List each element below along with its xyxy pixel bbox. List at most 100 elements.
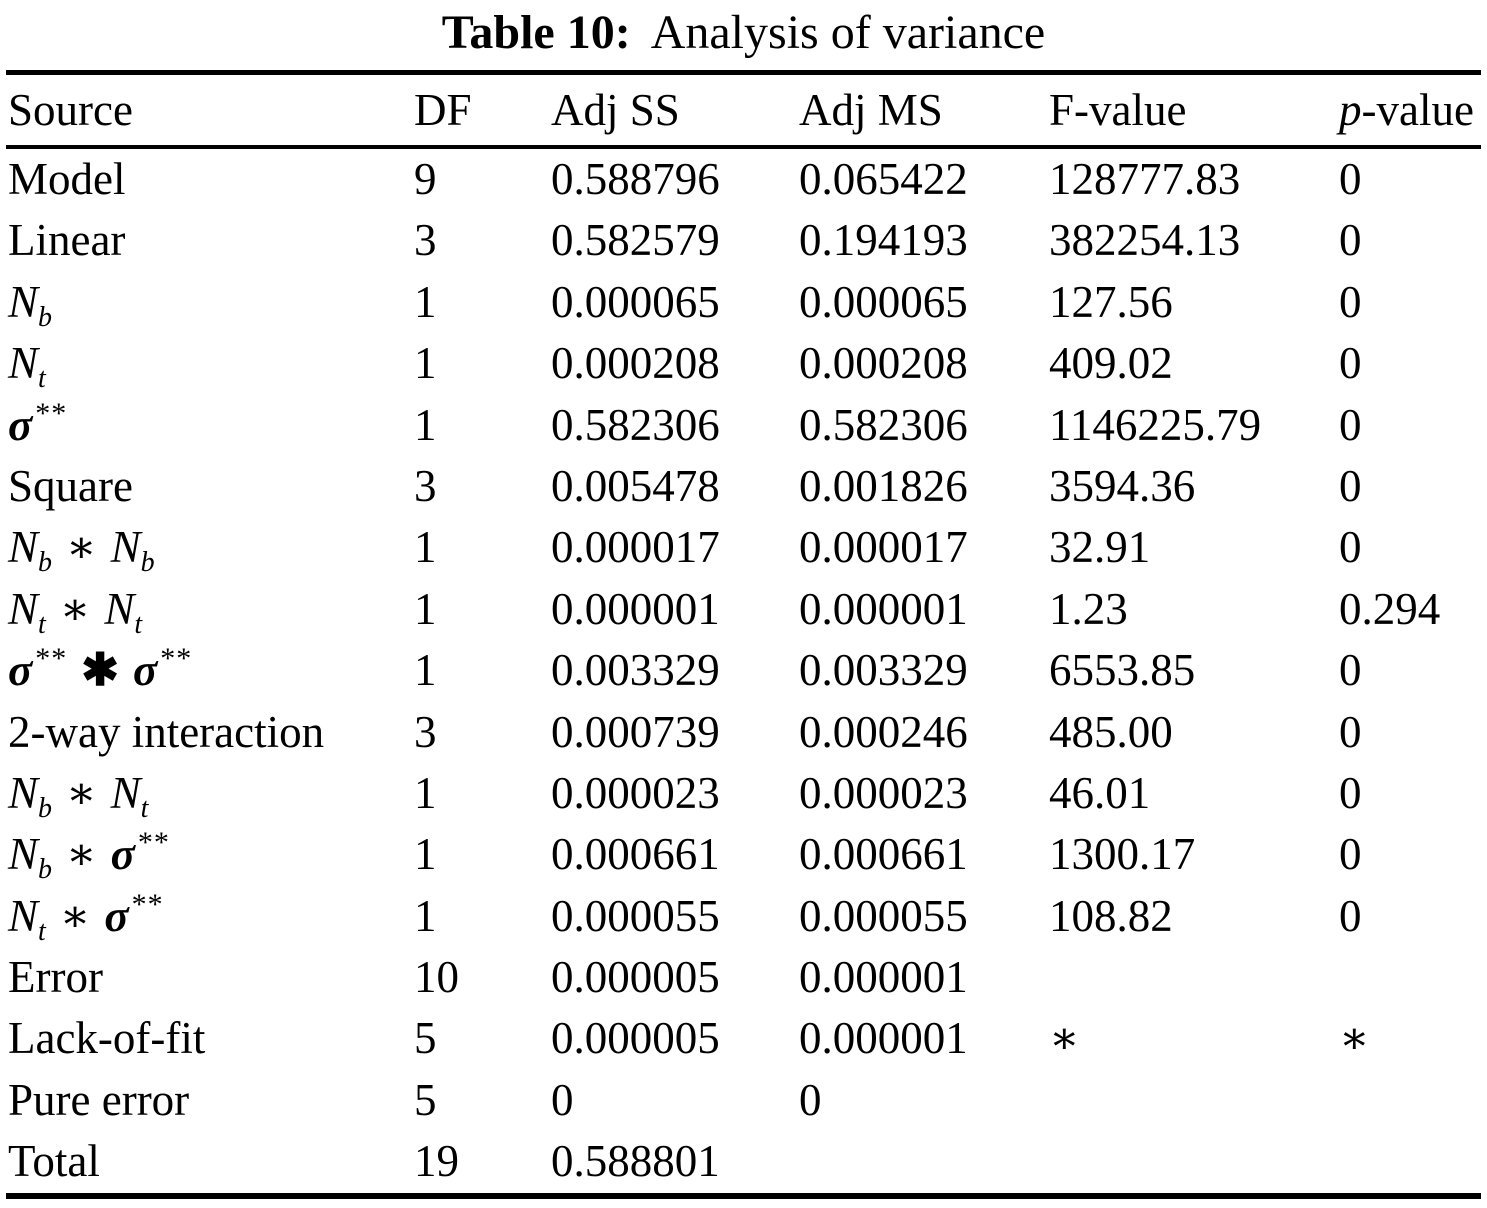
- cell-adj-ss: 0.000017: [551, 522, 720, 573]
- cell-source: 2-way interaction: [6, 702, 414, 763]
- cell-p-value: 0: [1339, 276, 1362, 327]
- table-row: 2-way interaction 3 0.000739 0.000246 485.00…: [6, 702, 1481, 763]
- cell-df: 10: [414, 952, 459, 1003]
- cell-adj-ss: 0.000005: [551, 1013, 720, 1064]
- token-t: Linear: [8, 215, 126, 266]
- cell-adj-ss: 0.000065: [551, 276, 720, 327]
- token-sub: b: [38, 792, 53, 824]
- token-opb: ✱: [81, 645, 119, 696]
- cell-adj-ss: 0.003329: [551, 645, 720, 696]
- table-row: Square 3 0.005478 0.001826 3594.36 0: [6, 456, 1481, 517]
- table-row: Nb ∗ Nb 1 0.000017 0.000017 32.91 0: [6, 517, 1481, 578]
- cell-adj-ms: 0.000208: [799, 338, 968, 389]
- token-t: 2-way interaction: [8, 706, 325, 757]
- table-caption: Table 10: Analysis of variance: [0, 0, 1487, 70]
- cell-source: Pure error: [6, 1070, 414, 1131]
- cell-p-value: 0.294: [1339, 583, 1441, 634]
- token-sub: b: [38, 301, 53, 333]
- token-vb: σ: [104, 890, 129, 941]
- cell-df: 1: [414, 645, 437, 696]
- cell-adj-ss: 0.005478: [551, 460, 720, 511]
- token-t: Model: [8, 154, 126, 204]
- cell-adj-ss: 0.588801: [551, 1136, 720, 1187]
- cell-p-value: 0: [1339, 460, 1362, 511]
- cell-p-value: [1339, 1131, 1481, 1192]
- cell-df: 1: [414, 890, 437, 941]
- cell-p-value: 0: [1339, 338, 1362, 389]
- cell-source: Linear: [6, 210, 414, 271]
- cell-adj-ms: 0.000017: [799, 522, 968, 573]
- token-t: Source: [8, 85, 133, 135]
- table-row: σ ** 1 0.582306 0.582306 1146225.79 0: [6, 395, 1481, 456]
- cell-f-value: 127.56: [1049, 276, 1173, 327]
- cell-f-value: 128777.83: [1049, 154, 1241, 204]
- cell-adj-ms: 0.001826: [799, 460, 968, 511]
- cell-adj-ms: 0.000065: [799, 276, 968, 327]
- token-sub: t: [38, 608, 46, 640]
- cell-df: 1: [414, 522, 437, 573]
- table-row: Nt ∗ σ ** 1 0.000055 0.000055 108.82 0: [6, 886, 1481, 947]
- cell-adj-ms: 0.194193: [799, 215, 968, 266]
- token-sub: b: [38, 547, 53, 579]
- cell-source: Nb ∗ σ **: [6, 824, 414, 885]
- token-v: N: [110, 522, 141, 573]
- cell-adj-ss: 0.000005: [551, 952, 720, 1003]
- table-row: Nb ∗ σ ** 1 0.000661 0.000661 1300.17 0: [6, 824, 1481, 885]
- cell-f-value: 6553.85: [1049, 645, 1196, 696]
- header-df: DF: [414, 75, 551, 145]
- cell-f-value: 3594.36: [1049, 460, 1196, 511]
- cell-adj-ss: 0.582306: [551, 399, 720, 450]
- cell-f-value: 1300.17: [1049, 829, 1196, 880]
- token-v: N: [8, 583, 39, 634]
- cell-adj-ss: 0.000055: [551, 890, 720, 941]
- cell-adj-ms: [799, 1131, 1049, 1192]
- token-sub: t: [134, 608, 143, 640]
- cell-f-value: 382254.13: [1049, 215, 1241, 266]
- cell-adj-ss: 0: [551, 1074, 574, 1125]
- token-vb: σ: [110, 829, 135, 880]
- token-t: -value: [1361, 85, 1474, 135]
- token-v: N: [8, 767, 39, 818]
- cell-f-value: [1049, 947, 1339, 1008]
- cell-source: Lack-of-fit: [6, 1008, 414, 1069]
- header-source: Source: [6, 75, 414, 145]
- token-sub: t: [140, 792, 149, 824]
- cell-adj-ms: 0.000001: [799, 952, 968, 1003]
- token-v: N: [8, 522, 39, 573]
- cell-p-value: 0: [1339, 154, 1362, 204]
- cell-f-value: [1049, 1131, 1339, 1192]
- header-adj-ms: Adj MS: [799, 75, 1049, 145]
- cell-df: 1: [414, 767, 437, 818]
- token-v: N: [8, 338, 39, 389]
- token-op: ∗: [59, 583, 91, 634]
- header-adj-ss: Adj SS: [551, 75, 799, 145]
- cell-f-value: 46.01: [1049, 767, 1151, 818]
- table-row: Nb ∗ Nt 1 0.000023 0.000023 46.01 0: [6, 763, 1481, 824]
- anova-table: Source DF Adj SS Adj MS F-value p-value Model…: [6, 70, 1481, 1199]
- token-v: N: [104, 583, 135, 634]
- cell-source: Nt ∗ σ **: [6, 886, 414, 947]
- cell-p-value: 0: [1339, 890, 1362, 941]
- token-t: Square: [8, 460, 133, 511]
- cell-adj-ms: 0.000246: [799, 706, 968, 757]
- cell-p-value: ∗: [1339, 1013, 1370, 1064]
- cell-p-value: 0: [1339, 215, 1362, 266]
- cell-adj-ms: 0.000001: [799, 1013, 968, 1064]
- cell-source: σ **: [6, 395, 414, 456]
- table-row: Pure error 5 0 0: [6, 1070, 1481, 1131]
- cell-adj-ss: 0.000739: [551, 706, 720, 757]
- cell-f-value: 108.82: [1049, 890, 1173, 941]
- token-sup: **: [131, 887, 164, 921]
- token-sub: t: [38, 363, 46, 395]
- table-row: Nt 1 0.000208 0.000208 409.02 0: [6, 333, 1481, 394]
- cell-adj-ms: 0.000055: [799, 890, 968, 941]
- cell-f-value: 32.91: [1049, 522, 1151, 573]
- cell-p-value: 0: [1339, 399, 1362, 450]
- cell-f-value: 1146225.79: [1049, 399, 1262, 450]
- table-body: Model 9 0.588796 0.065422 128777.83 0 Linear 3 0…: [6, 149, 1481, 1193]
- token-vb: σ: [132, 645, 158, 696]
- token-t: DF: [414, 85, 472, 135]
- token-t: Lack-of-fit: [8, 1013, 206, 1064]
- cell-df: 1: [414, 276, 437, 327]
